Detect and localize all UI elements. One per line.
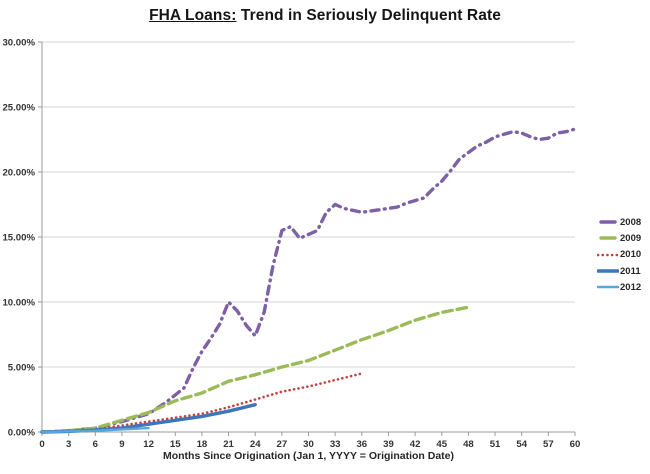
x-tick-label: 0 <box>39 439 44 450</box>
series-line-2009 <box>40 305 471 434</box>
x-axis-title: Months Since Origination (Jan 1, YYYY = … <box>162 450 455 462</box>
x-tick-label: 54 <box>516 439 527 450</box>
series-line-2008 <box>40 127 577 434</box>
x-tick-label: 51 <box>490 439 501 450</box>
x-tick-label: 36 <box>356 439 367 450</box>
legend: 2008 2009 2010 2011 2012 <box>597 214 650 295</box>
x-tick-label: 42 <box>410 439 421 450</box>
series-line-2012 <box>40 426 150 434</box>
legend-label-2009: 2009 <box>620 232 642 244</box>
chart-title-underlined: FHA Loans: <box>149 7 237 24</box>
y-tick-label: 30.00% <box>2 38 35 49</box>
legend-item-2008: 2008 <box>597 214 650 230</box>
legend-swatch-2009 <box>599 236 617 241</box>
x-tick-label: 3 <box>66 439 71 450</box>
x-tick-label: 9 <box>119 439 124 450</box>
y-tick-label: 10.00% <box>2 298 35 309</box>
x-tick-label: 6 <box>93 439 98 450</box>
legend-swatch-2012 <box>597 286 619 289</box>
chart-title-rest: Trend in Seriously Delinquent Rate <box>236 7 501 24</box>
legend-item-2011: 2011 <box>597 263 650 279</box>
legend-label-2010: 2010 <box>620 249 642 261</box>
legend-swatch-2008 <box>599 220 617 224</box>
legend-label-2008: 2008 <box>620 216 642 228</box>
legend-item-2010: 2010 <box>597 247 650 263</box>
x-tick-label: 60 <box>570 439 581 450</box>
x-tick-label: 33 <box>330 439 341 450</box>
y-tick-label: 0.00% <box>8 428 36 439</box>
legend-swatch-2010 <box>597 253 619 257</box>
x-tick-label: 48 <box>463 439 474 450</box>
y-tick-label: 20.00% <box>2 168 35 179</box>
x-tick-label: 57 <box>543 439 554 450</box>
chart-title: FHA Loans: Trend in Seriously Delinquent… <box>0 7 650 25</box>
legend-label-2011: 2011 <box>620 265 641 277</box>
legend-item-2009: 2009 <box>597 230 650 246</box>
x-tick-label: 21 <box>223 439 234 450</box>
x-tick-label: 18 <box>197 439 208 450</box>
y-tick-label: 25.00% <box>2 103 35 114</box>
x-tick-label: 24 <box>250 439 261 450</box>
legend-swatch-2011 <box>597 269 619 273</box>
x-tick-label: 39 <box>383 439 394 450</box>
x-tick-label: 27 <box>277 439 288 450</box>
legend-item-2012: 2012 <box>597 279 650 295</box>
legend-label-2012: 2012 <box>620 281 642 293</box>
series-line-2010 <box>40 372 364 434</box>
y-tick-label: 5.00% <box>8 363 36 374</box>
x-tick-label: 12 <box>143 439 154 450</box>
y-tick-label: 15.00% <box>2 233 35 244</box>
x-tick-label: 15 <box>170 439 181 450</box>
x-tick-label: 45 <box>436 439 447 450</box>
x-tick-label: 30 <box>303 439 314 450</box>
